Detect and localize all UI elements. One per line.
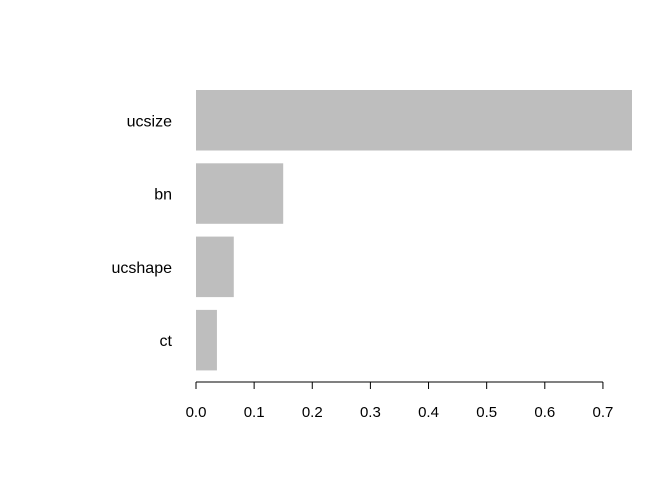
x-tick-label: 0.1: [244, 404, 265, 421]
category-label-ucshape: ucshape: [112, 260, 173, 277]
category-labels: ucsize bn ucshape ct: [112, 113, 173, 350]
x-tick-label: 0.4: [418, 404, 439, 421]
category-label-bn: bn: [154, 187, 172, 204]
x-tick-label: 0.7: [593, 404, 614, 421]
bars-layer: [196, 90, 632, 371]
x-axis: 0.0 0.1 0.2 0.3 0.4 0.5 0.6 0.7: [186, 381, 614, 421]
category-label-ucsize: ucsize: [127, 113, 172, 130]
x-tick-label: 0.3: [360, 404, 381, 421]
x-tick-label: 0.6: [534, 404, 555, 421]
category-label-ct: ct: [160, 333, 173, 350]
bar-ct: [196, 309, 217, 371]
bar-ucshape: [196, 236, 234, 298]
bar-bn: [196, 163, 284, 224]
bar-ucsize: [196, 90, 632, 151]
x-tick-label: 0.2: [302, 404, 323, 421]
x-tick-label: 0.5: [476, 404, 497, 421]
x-tick-label: 0.0: [186, 404, 207, 421]
